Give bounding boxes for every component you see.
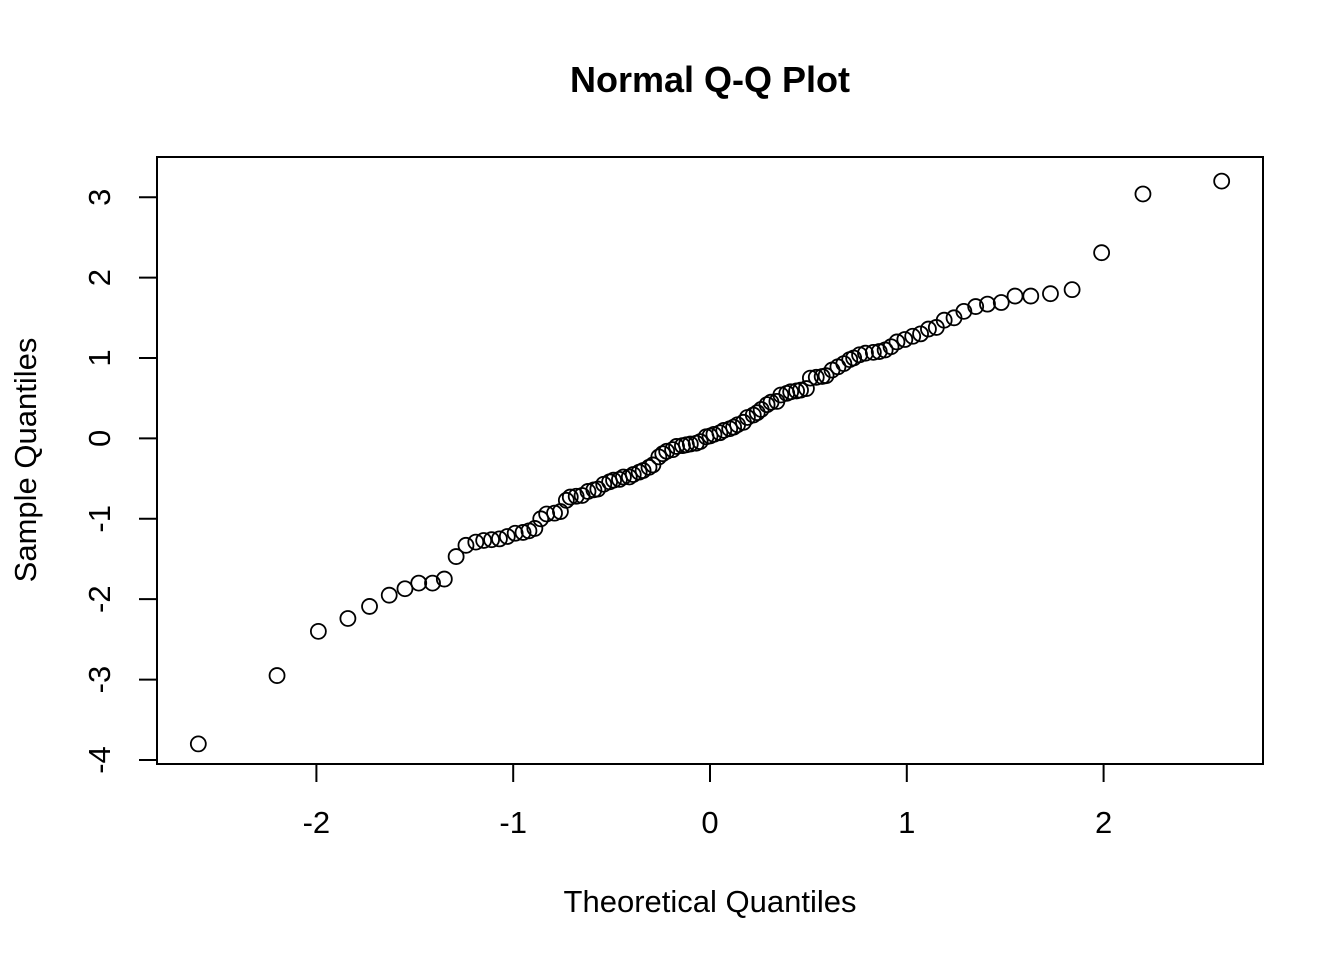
data-point [654, 445, 672, 463]
data-point [615, 468, 632, 486]
data-point [620, 468, 638, 486]
data-point [782, 383, 800, 401]
data-point [896, 331, 914, 348]
data-point [561, 488, 579, 506]
data-point [882, 338, 900, 356]
data-points [189, 172, 1231, 753]
data-point [1022, 287, 1040, 305]
data-point [979, 295, 996, 313]
data-point [681, 435, 699, 453]
y-axis-label: Sample Quantiles [8, 338, 43, 583]
data-point [857, 344, 874, 362]
data-point [483, 531, 500, 549]
x-axis-label: Theoretical Quantiles [564, 884, 857, 919]
plot-frame [156, 156, 1264, 765]
data-point [758, 396, 776, 414]
data-point [1063, 281, 1081, 299]
data-point [864, 343, 882, 361]
y-tick-label: -3 [82, 666, 117, 694]
data-point [904, 327, 922, 345]
data-point [557, 491, 575, 509]
data-point [380, 586, 398, 604]
data-point [457, 536, 475, 554]
data-point [807, 368, 825, 386]
data-point [725, 418, 743, 436]
data-point [435, 570, 453, 588]
data-point [955, 302, 973, 320]
data-point [526, 520, 544, 537]
y-tick-label: 1 [82, 349, 117, 366]
data-point [339, 610, 357, 627]
data-point [1006, 287, 1024, 305]
data-point [189, 735, 207, 753]
y-tick-label: -1 [82, 505, 117, 533]
data-point [920, 320, 937, 338]
data-point [491, 530, 508, 548]
data-point [992, 294, 1010, 311]
data-point [589, 480, 607, 498]
y-tick-label: -2 [82, 585, 117, 613]
data-point [817, 367, 835, 385]
data-point [1134, 185, 1152, 203]
data-point [361, 598, 378, 615]
data-point [396, 580, 414, 598]
data-point [640, 458, 658, 476]
data-point [1042, 285, 1059, 303]
data-point [309, 622, 327, 640]
x-axis: -2 -1 0 1 2 [303, 763, 1112, 840]
data-point [567, 487, 585, 505]
data-point [691, 433, 709, 451]
data-point [935, 311, 953, 329]
x-tick-label: 1 [898, 805, 915, 840]
data-point [798, 380, 815, 397]
data-point [967, 298, 985, 315]
data-point [1093, 244, 1111, 262]
data-point [801, 369, 819, 387]
y-tick-label: 0 [82, 430, 117, 447]
data-point [605, 471, 622, 489]
y-tick-label: -4 [82, 746, 117, 774]
data-point [268, 667, 286, 684]
x-tick-label: -1 [499, 805, 527, 840]
y-axis: -4 -3 -2 -1 0 1 2 3 [82, 189, 158, 774]
data-point [498, 528, 516, 545]
x-tick-label: 0 [701, 805, 718, 840]
chart-title: Normal Q-Q Plot [570, 59, 850, 100]
data-point [410, 574, 428, 592]
y-tick-label: 3 [82, 189, 117, 206]
data-point [532, 510, 550, 528]
x-tick-label: -2 [303, 805, 331, 840]
data-point [1213, 172, 1231, 190]
data-point [424, 574, 441, 592]
data-point [711, 424, 729, 442]
x-tick-label: 2 [1095, 805, 1112, 840]
data-point [467, 533, 485, 551]
data-point [447, 548, 465, 565]
data-point [888, 333, 906, 351]
y-tick-label: 2 [82, 269, 117, 286]
